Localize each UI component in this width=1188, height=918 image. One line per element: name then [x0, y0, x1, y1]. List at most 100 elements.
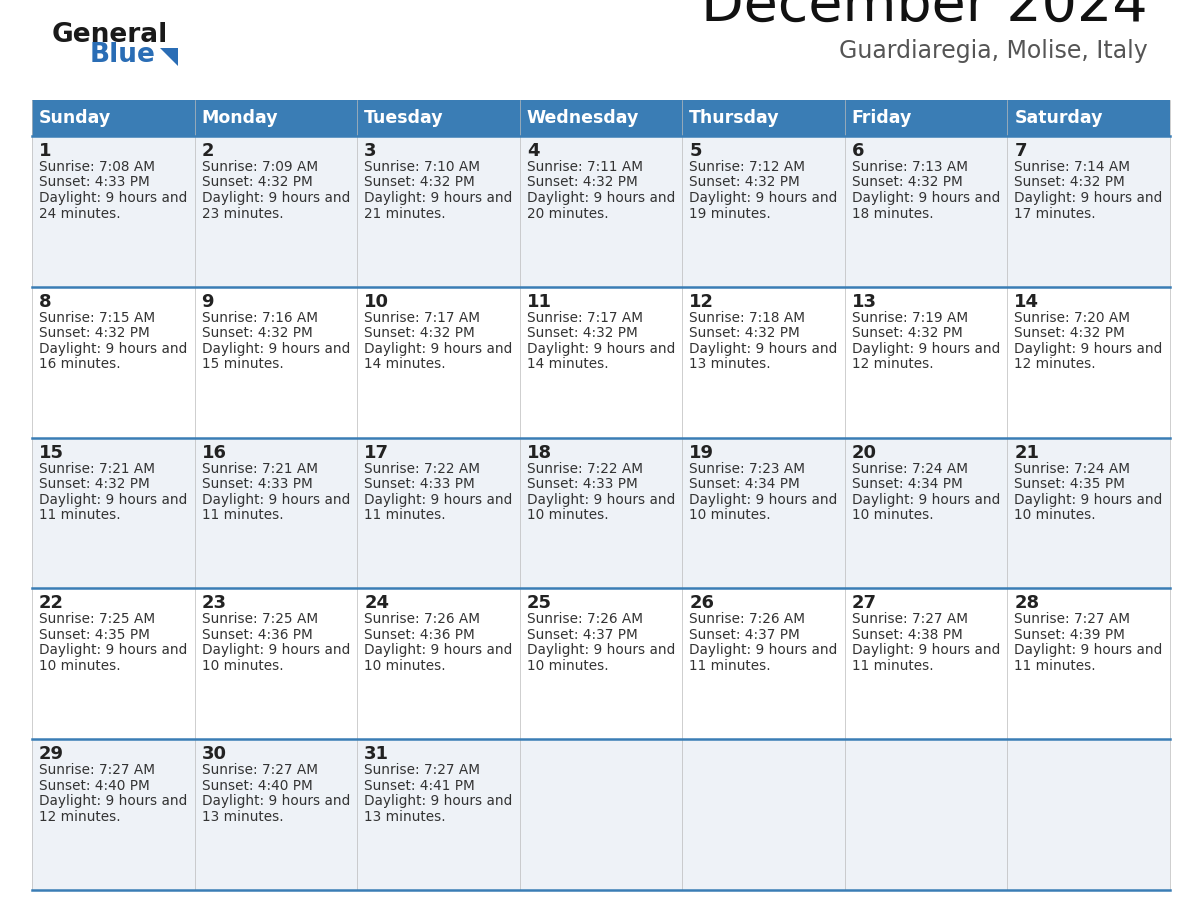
- Text: 10 minutes.: 10 minutes.: [526, 659, 608, 673]
- Text: Sunrise: 7:27 AM: Sunrise: 7:27 AM: [39, 763, 154, 778]
- Text: Saturday: Saturday: [1015, 109, 1102, 127]
- Text: Sunset: 4:33 PM: Sunset: 4:33 PM: [202, 477, 312, 491]
- Text: Daylight: 9 hours and: Daylight: 9 hours and: [39, 493, 188, 507]
- Text: Daylight: 9 hours and: Daylight: 9 hours and: [852, 341, 1000, 356]
- Text: Sunrise: 7:22 AM: Sunrise: 7:22 AM: [365, 462, 480, 476]
- Text: Sunrise: 7:27 AM: Sunrise: 7:27 AM: [365, 763, 480, 778]
- Text: Daylight: 9 hours and: Daylight: 9 hours and: [39, 341, 188, 356]
- Text: Sunrise: 7:25 AM: Sunrise: 7:25 AM: [39, 612, 156, 626]
- Text: Sunrise: 7:12 AM: Sunrise: 7:12 AM: [689, 160, 805, 174]
- Text: Sunrise: 7:13 AM: Sunrise: 7:13 AM: [852, 160, 968, 174]
- Text: Sunset: 4:32 PM: Sunset: 4:32 PM: [852, 175, 962, 189]
- Text: Sunrise: 7:27 AM: Sunrise: 7:27 AM: [852, 612, 968, 626]
- Text: Sunset: 4:35 PM: Sunset: 4:35 PM: [39, 628, 150, 642]
- Text: Sunrise: 7:21 AM: Sunrise: 7:21 AM: [39, 462, 154, 476]
- Text: Sunrise: 7:11 AM: Sunrise: 7:11 AM: [526, 160, 643, 174]
- Text: Sunrise: 7:19 AM: Sunrise: 7:19 AM: [852, 311, 968, 325]
- Text: Daylight: 9 hours and: Daylight: 9 hours and: [39, 191, 188, 205]
- Text: Sunset: 4:32 PM: Sunset: 4:32 PM: [1015, 326, 1125, 341]
- Text: Daylight: 9 hours and: Daylight: 9 hours and: [39, 794, 188, 808]
- Bar: [32, 100, 1170, 136]
- Text: Sunrise: 7:25 AM: Sunrise: 7:25 AM: [202, 612, 317, 626]
- Text: Wednesday: Wednesday: [526, 109, 639, 127]
- Text: 10 minutes.: 10 minutes.: [365, 659, 446, 673]
- Text: 3: 3: [365, 142, 377, 160]
- Text: Daylight: 9 hours and: Daylight: 9 hours and: [689, 341, 838, 356]
- Text: Sunset: 4:37 PM: Sunset: 4:37 PM: [526, 628, 638, 642]
- Text: Sunset: 4:32 PM: Sunset: 4:32 PM: [365, 175, 475, 189]
- Text: Sunrise: 7:10 AM: Sunrise: 7:10 AM: [365, 160, 480, 174]
- Text: 13 minutes.: 13 minutes.: [689, 357, 771, 371]
- Text: 11: 11: [526, 293, 551, 311]
- Text: Daylight: 9 hours and: Daylight: 9 hours and: [365, 794, 512, 808]
- Text: 13: 13: [852, 293, 877, 311]
- Bar: [32, 438, 1170, 588]
- Text: Sunrise: 7:16 AM: Sunrise: 7:16 AM: [202, 311, 317, 325]
- Text: Sunset: 4:32 PM: Sunset: 4:32 PM: [689, 175, 800, 189]
- Text: Sunset: 4:35 PM: Sunset: 4:35 PM: [1015, 477, 1125, 491]
- Text: 11 minutes.: 11 minutes.: [852, 659, 934, 673]
- Text: 19: 19: [689, 443, 714, 462]
- Text: 4: 4: [526, 142, 539, 160]
- Text: Sunset: 4:36 PM: Sunset: 4:36 PM: [365, 628, 475, 642]
- Text: Sunset: 4:32 PM: Sunset: 4:32 PM: [526, 175, 638, 189]
- Text: Sunrise: 7:27 AM: Sunrise: 7:27 AM: [1015, 612, 1131, 626]
- Text: Sunset: 4:32 PM: Sunset: 4:32 PM: [852, 326, 962, 341]
- Text: Sunrise: 7:18 AM: Sunrise: 7:18 AM: [689, 311, 805, 325]
- Text: 11 minutes.: 11 minutes.: [202, 508, 283, 522]
- Text: Sunrise: 7:14 AM: Sunrise: 7:14 AM: [1015, 160, 1131, 174]
- Text: Daylight: 9 hours and: Daylight: 9 hours and: [202, 191, 349, 205]
- Text: Sunrise: 7:08 AM: Sunrise: 7:08 AM: [39, 160, 154, 174]
- Text: Daylight: 9 hours and: Daylight: 9 hours and: [202, 493, 349, 507]
- Text: Sunrise: 7:26 AM: Sunrise: 7:26 AM: [689, 612, 805, 626]
- Text: 20: 20: [852, 443, 877, 462]
- Text: Sunset: 4:37 PM: Sunset: 4:37 PM: [689, 628, 800, 642]
- Text: 29: 29: [39, 745, 64, 763]
- Text: Sunset: 4:32 PM: Sunset: 4:32 PM: [202, 175, 312, 189]
- Text: 1: 1: [39, 142, 51, 160]
- Text: 19 minutes.: 19 minutes.: [689, 207, 771, 220]
- Text: Sunrise: 7:20 AM: Sunrise: 7:20 AM: [1015, 311, 1131, 325]
- Text: Sunset: 4:38 PM: Sunset: 4:38 PM: [852, 628, 962, 642]
- Text: 14 minutes.: 14 minutes.: [365, 357, 446, 371]
- Text: 10 minutes.: 10 minutes.: [202, 659, 283, 673]
- Text: 12: 12: [689, 293, 714, 311]
- Text: Daylight: 9 hours and: Daylight: 9 hours and: [852, 644, 1000, 657]
- Text: 10 minutes.: 10 minutes.: [852, 508, 934, 522]
- Text: Tuesday: Tuesday: [365, 109, 444, 127]
- Text: 12 minutes.: 12 minutes.: [852, 357, 934, 371]
- Text: 5: 5: [689, 142, 702, 160]
- Polygon shape: [160, 48, 178, 66]
- Text: 17: 17: [365, 443, 390, 462]
- Text: Daylight: 9 hours and: Daylight: 9 hours and: [1015, 191, 1163, 205]
- Text: 13 minutes.: 13 minutes.: [365, 810, 446, 823]
- Text: 13 minutes.: 13 minutes.: [202, 810, 283, 823]
- Bar: [32, 588, 1170, 739]
- Text: Sunrise: 7:24 AM: Sunrise: 7:24 AM: [852, 462, 968, 476]
- Text: Sunset: 4:33 PM: Sunset: 4:33 PM: [39, 175, 150, 189]
- Text: Thursday: Thursday: [689, 109, 779, 127]
- Text: Daylight: 9 hours and: Daylight: 9 hours and: [689, 644, 838, 657]
- Text: 10 minutes.: 10 minutes.: [689, 508, 771, 522]
- Text: 31: 31: [365, 745, 390, 763]
- Text: 11 minutes.: 11 minutes.: [689, 659, 771, 673]
- Text: Sunset: 4:32 PM: Sunset: 4:32 PM: [365, 326, 475, 341]
- Text: Guardiaregia, Molise, Italy: Guardiaregia, Molise, Italy: [839, 39, 1148, 63]
- Text: Sunrise: 7:22 AM: Sunrise: 7:22 AM: [526, 462, 643, 476]
- Text: Sunrise: 7:09 AM: Sunrise: 7:09 AM: [202, 160, 317, 174]
- Text: Sunset: 4:32 PM: Sunset: 4:32 PM: [39, 326, 150, 341]
- Text: 18 minutes.: 18 minutes.: [852, 207, 934, 220]
- Text: Daylight: 9 hours and: Daylight: 9 hours and: [526, 644, 675, 657]
- Text: 16: 16: [202, 443, 227, 462]
- Text: Sunset: 4:40 PM: Sunset: 4:40 PM: [202, 778, 312, 793]
- Text: Sunset: 4:32 PM: Sunset: 4:32 PM: [1015, 175, 1125, 189]
- Text: December 2024: December 2024: [701, 0, 1148, 33]
- Text: 21 minutes.: 21 minutes.: [365, 207, 446, 220]
- Text: Daylight: 9 hours and: Daylight: 9 hours and: [202, 644, 349, 657]
- Text: Daylight: 9 hours and: Daylight: 9 hours and: [689, 191, 838, 205]
- Text: 24: 24: [365, 594, 390, 612]
- Text: 24 minutes.: 24 minutes.: [39, 207, 121, 220]
- Text: 12 minutes.: 12 minutes.: [39, 810, 121, 823]
- Text: Daylight: 9 hours and: Daylight: 9 hours and: [689, 493, 838, 507]
- Text: 11 minutes.: 11 minutes.: [365, 508, 446, 522]
